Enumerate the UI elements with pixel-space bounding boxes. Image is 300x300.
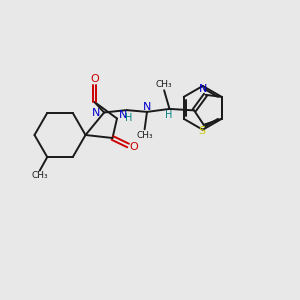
Text: O: O: [129, 142, 138, 152]
Text: N: N: [119, 110, 127, 120]
Text: N: N: [92, 107, 100, 118]
Text: N: N: [199, 84, 207, 94]
Text: O: O: [90, 74, 99, 84]
Text: S: S: [199, 126, 206, 136]
Text: CH₃: CH₃: [32, 172, 48, 181]
Text: H: H: [125, 113, 132, 123]
Text: CH₃: CH₃: [156, 80, 172, 89]
Text: H: H: [165, 110, 172, 121]
Text: N: N: [143, 102, 151, 112]
Text: CH₃: CH₃: [136, 131, 153, 140]
